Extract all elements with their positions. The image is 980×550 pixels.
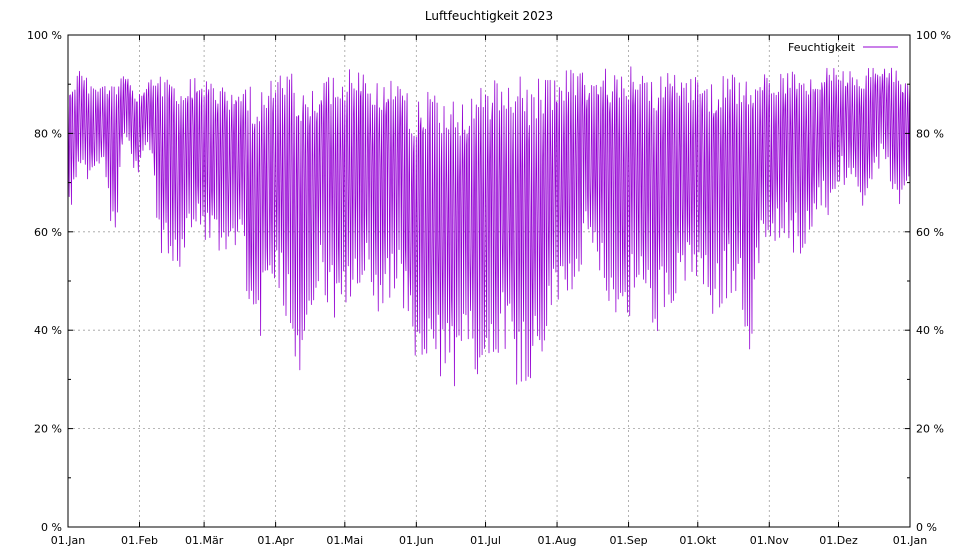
y-tick-label: 20 %	[34, 423, 62, 436]
x-tick-label: 01.Dez	[819, 534, 858, 547]
y2-tick-label: 100 %	[916, 29, 951, 42]
x-tick-label: 01.Sep	[609, 534, 647, 547]
y-tick-label: 40 %	[34, 324, 62, 337]
x-tick-label: 01.Okt	[679, 534, 717, 547]
y2-tick-label: 60 %	[916, 226, 944, 239]
grid-lines	[68, 35, 910, 527]
y-tick-label: 100 %	[27, 29, 62, 42]
x-tick-label: 01.Nov	[750, 534, 789, 547]
y2-tick-label: 40 %	[916, 324, 944, 337]
series-feuchtigkeit	[67, 66, 911, 387]
x-tick-label: 01.Feb	[121, 534, 158, 547]
y2-tick-label: 20 %	[916, 423, 944, 436]
y-axis-right: 0 % 20 % 40 % 60 % 80 % 100 %	[905, 29, 951, 534]
y-tick-label: 80 %	[34, 127, 62, 140]
x-tick-label: 01.Jul	[470, 534, 501, 547]
x-tick-label: 01.Mai	[326, 534, 363, 547]
y2-tick-label: 0 %	[916, 521, 937, 534]
series-line-feuchtigkeit	[67, 66, 911, 387]
legend-label: Feuchtigkeit	[788, 41, 856, 54]
x-axis: 01.Jan 01.Feb 01.Mär 01.Apr 01.Mai 01.Jun 01.J…	[51, 35, 927, 547]
x-tick-label: 01.Apr	[257, 534, 294, 547]
x-tick-label: 01.Mär	[185, 534, 224, 547]
y-tick-label: 0 %	[41, 521, 62, 534]
x-tick-label: 01.Jun	[399, 534, 434, 547]
chart-title: Luftfeuchtigkeit 2023	[425, 9, 553, 23]
legend: Feuchtigkeit	[788, 41, 898, 54]
x-tick-label: 01.Jan	[51, 534, 85, 547]
x-tick-label: 01.Aug	[538, 534, 577, 547]
x-tick-label: 01.Jan	[893, 534, 927, 547]
y2-tick-label: 80 %	[916, 127, 944, 140]
y-tick-label: 60 %	[34, 226, 62, 239]
y-axis-left: 0 % 20 % 40 % 60 % 80 % 100 %	[27, 29, 73, 534]
